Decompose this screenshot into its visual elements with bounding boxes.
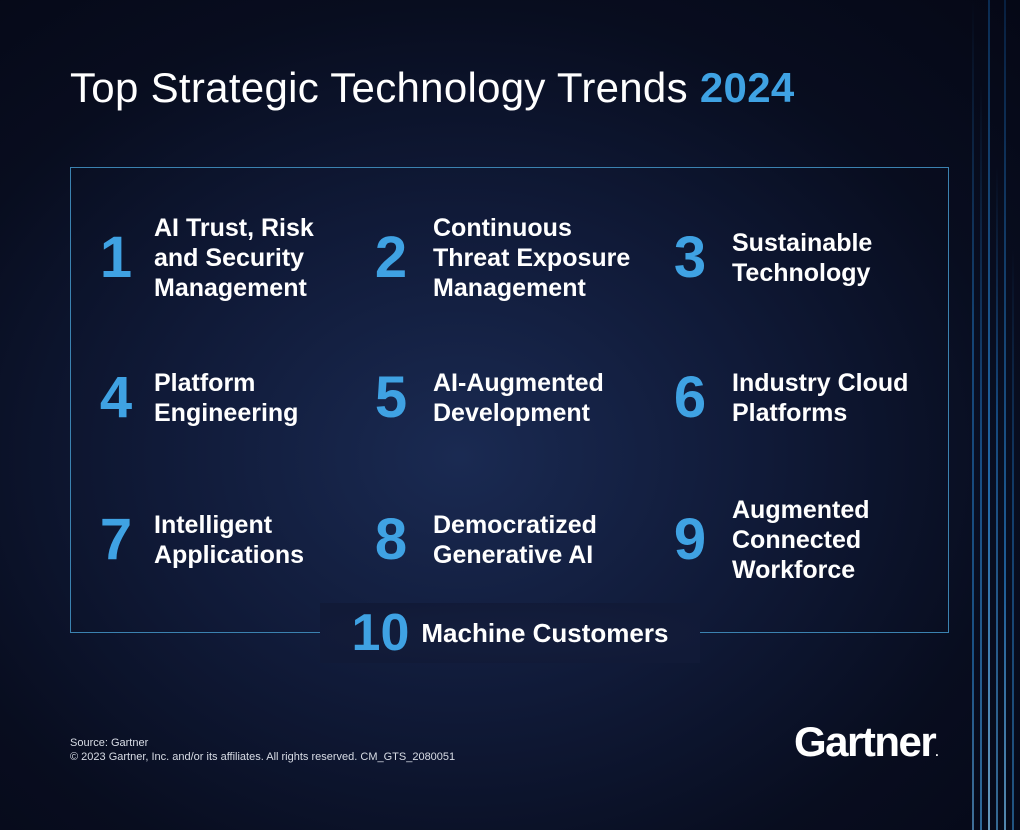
trend-label-line: Applications	[154, 541, 305, 569]
trend-label: Platform Engineering	[154, 368, 298, 428]
trend-label: Augmented Connected Workforce	[732, 495, 870, 585]
trend-label-line: Development	[433, 399, 590, 427]
trend-label-line: Technology	[732, 259, 871, 287]
logo-text: Gartner	[794, 718, 937, 765]
trend-number: 8	[374, 507, 408, 572]
decorative-light-lines	[960, 0, 1020, 830]
trend-label-line: Intelligent	[154, 511, 273, 539]
trend-item-10: 10 Machine Customers	[320, 603, 700, 663]
logo-mark: .	[935, 745, 939, 759]
copyright-text: © 2023 Gartner, Inc. and/or its affiliat…	[70, 751, 456, 763]
trend-item-8: 8 Democratized Generative AI	[368, 492, 597, 588]
trend-item-3: 3 Sustainable Technology	[667, 210, 872, 306]
trend-label-line: Management	[154, 274, 307, 302]
trend-label: AI Trust, Risk and Security Management	[154, 213, 314, 303]
trend-label: Machine Customers	[421, 618, 668, 648]
title-text: Top Strategic Technology Trends	[70, 64, 688, 111]
trend-label-line: Platforms	[732, 399, 848, 427]
trend-item-7: 7 Intelligent Applications	[96, 492, 304, 588]
trend-label: Democratized Generative AI	[433, 510, 597, 570]
trend-number: 3	[673, 225, 707, 290]
trend-label-line: Connected	[732, 526, 862, 554]
trend-item-5: 5 AI-Augmented Development	[368, 350, 604, 446]
title-year: 2024	[699, 64, 795, 111]
trend-label-line: Augmented	[732, 496, 870, 524]
trend-label-line: Generative AI	[433, 541, 594, 569]
trend-label-line: and Security	[154, 244, 305, 272]
trend-item-2: 2 Continuous Threat Exposure Management	[368, 210, 630, 306]
trend-label-line: Management	[433, 274, 586, 302]
trend-label-line: Workforce	[732, 556, 856, 584]
source-text: Source: Gartner	[70, 737, 149, 749]
trend-label: Industry Cloud Platforms	[732, 368, 908, 428]
trend-number: 10	[351, 604, 410, 662]
trend-label: Intelligent Applications	[154, 510, 304, 570]
trend-label: Continuous Threat Exposure Management	[433, 213, 630, 303]
trend-item-4: 4 Platform Engineering	[96, 350, 299, 446]
trend-number: 9	[673, 507, 707, 572]
trend-number: 4	[99, 365, 133, 430]
trend-label-line: Machine Customers	[421, 618, 669, 648]
trend-number: 7	[99, 507, 133, 572]
trend-number: 2	[374, 225, 408, 290]
source-note: Source: Gartner © 2023 Gartner, Inc. and…	[70, 736, 455, 764]
trend-number: 6	[673, 365, 707, 430]
trend-item-6: 6 Industry Cloud Platforms	[667, 350, 909, 446]
trend-label-line: Platform	[154, 369, 256, 397]
trend-label-line: AI-Augmented	[433, 369, 604, 397]
trend-label-line: Threat Exposure	[433, 244, 631, 272]
trend-item-9: 9 Augmented Connected Workforce	[667, 492, 870, 588]
trend-label: AI-Augmented Development	[433, 368, 604, 428]
trend-label-line: Engineering	[154, 399, 299, 427]
trend-label-line: Sustainable	[732, 229, 873, 257]
trend-item-1: 1 AI Trust, Risk and Security Management	[96, 210, 314, 306]
page-title: Top Strategic Technology Trends 2024	[70, 64, 795, 112]
gartner-logo: Gartner.	[794, 718, 939, 766]
trend-label-line: Democratized	[433, 511, 597, 539]
trend-number: 5	[374, 365, 408, 430]
trend-label-line: AI Trust, Risk	[154, 214, 314, 242]
trend-label-line: Industry Cloud	[732, 369, 909, 397]
trend-label-line: Continuous	[433, 214, 572, 242]
trend-label: Sustainable Technology	[732, 228, 872, 288]
trend-number: 1	[99, 225, 133, 290]
